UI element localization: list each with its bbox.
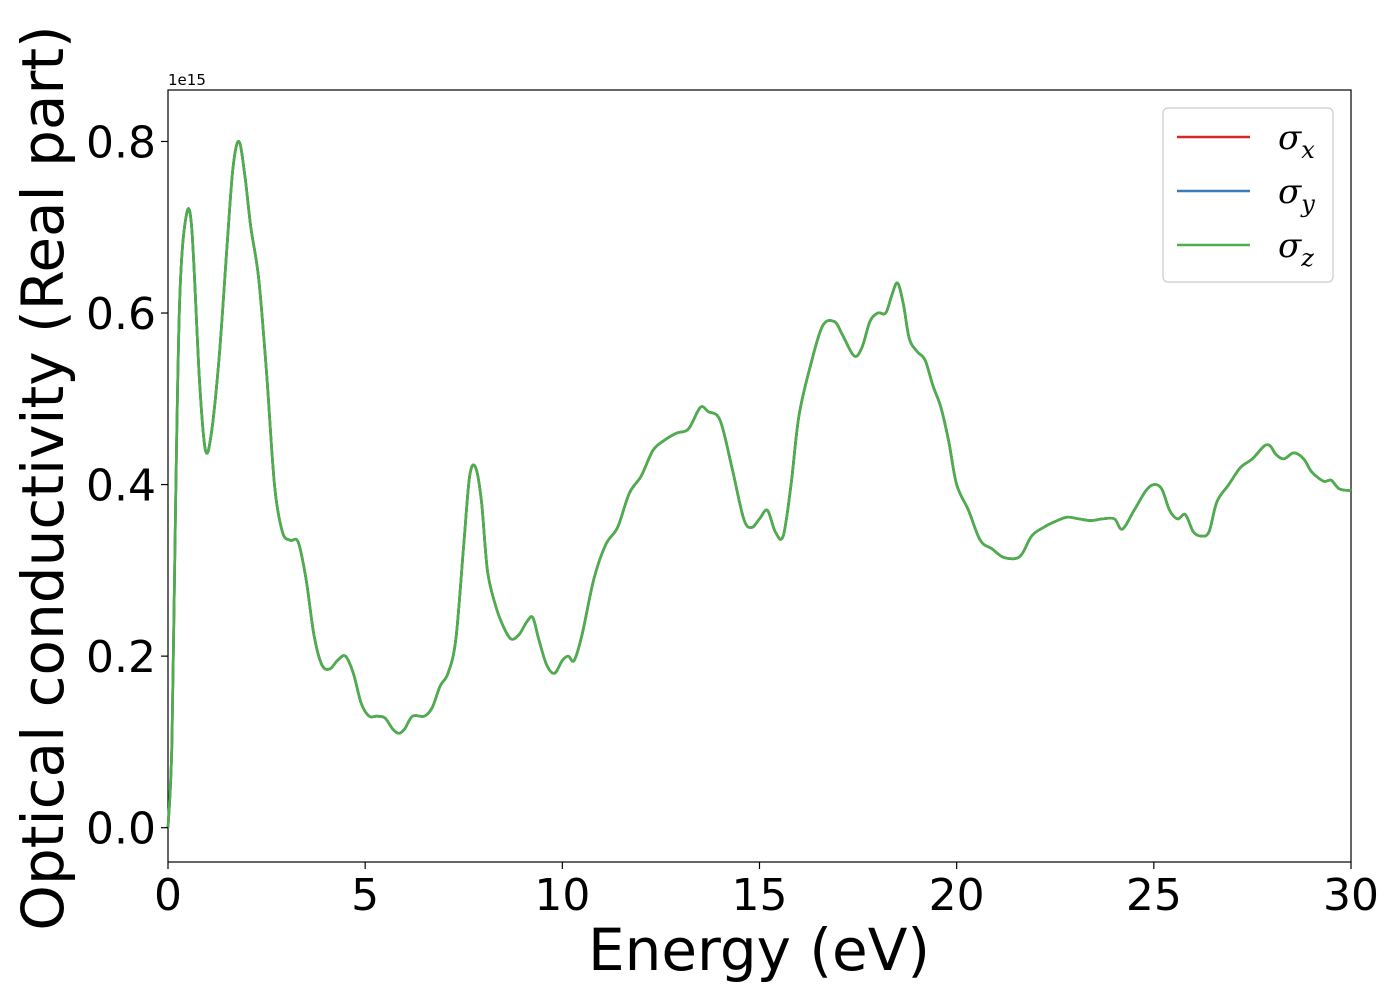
x-tick-label: 10 [534, 870, 590, 921]
x-tick-label: 20 [929, 870, 985, 921]
y-tick-label: 0.8 [86, 117, 156, 168]
y-axis-title: Optical conductivity (Real part) [9, 25, 77, 930]
y-tick-label: 0.0 [86, 804, 156, 855]
y-tick-label: 0.4 [86, 461, 156, 512]
legend-label-x: σx [1278, 118, 1315, 164]
legend-label-z: σz [1278, 226, 1314, 272]
legend-label-y: σy [1278, 172, 1315, 218]
series-line-z [166, 140, 1352, 828]
legend-box [1162, 107, 1334, 283]
y-axis-ticks: 0.0 0.2 0.4 0.6 0.8 [86, 117, 168, 855]
plot-frame [167, 89, 1352, 863]
x-tick-label: 30 [1323, 870, 1379, 921]
legend: σx σy σz [1162, 107, 1334, 283]
x-tick-label: 5 [351, 870, 379, 921]
y-axis-offset-label: 1e15 [168, 71, 206, 89]
x-tick-label: 0 [154, 870, 182, 921]
x-tick-label: 25 [1126, 870, 1182, 921]
series-layer [166, 140, 1352, 828]
plot-area [167, 89, 1352, 863]
x-axis-title: Energy (eV) [588, 916, 930, 984]
y-tick-label: 0.6 [86, 289, 156, 340]
y-tick-label: 0.2 [86, 632, 156, 683]
x-tick-label: 15 [732, 870, 788, 921]
x-axis-ticks: 0 5 10 15 20 25 30 [154, 862, 1379, 921]
